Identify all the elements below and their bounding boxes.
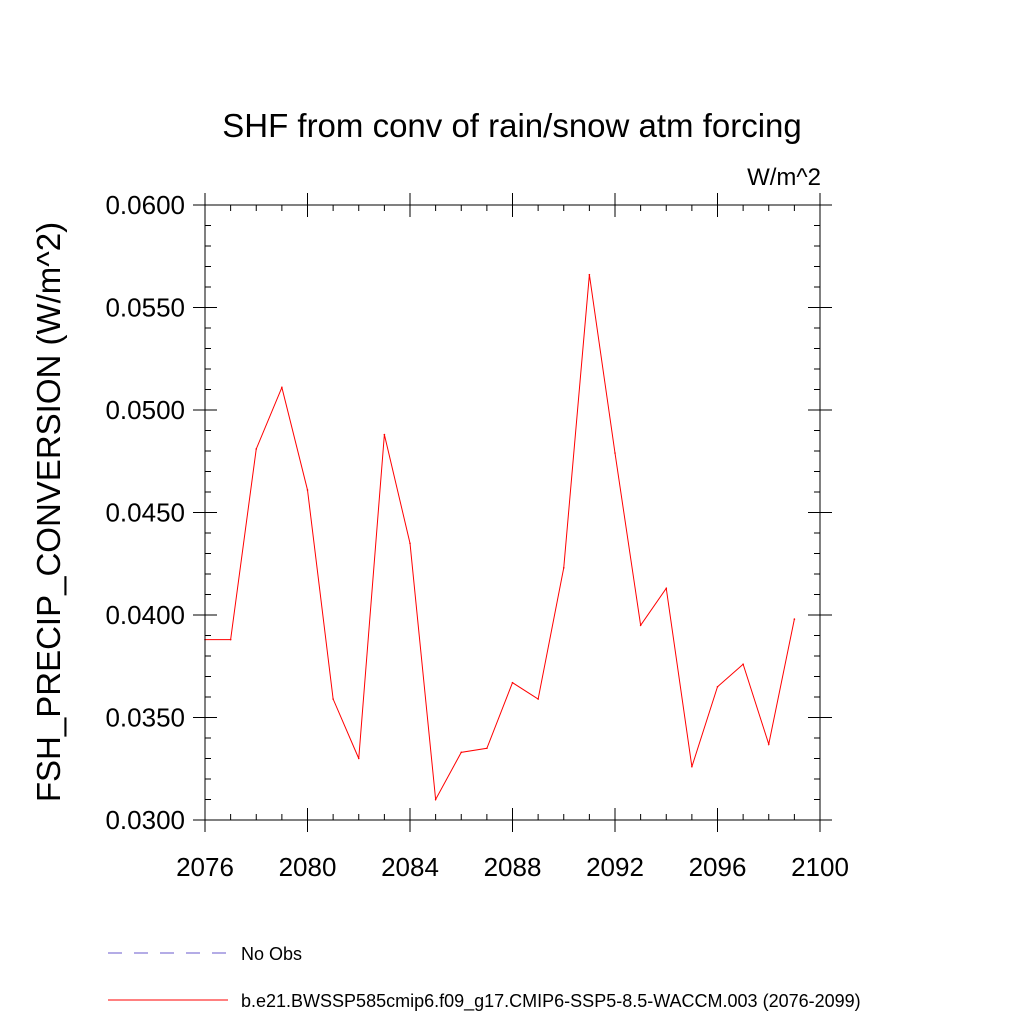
data-point bbox=[716, 685, 719, 688]
data-point bbox=[767, 743, 770, 745]
y-tick-label: 0.0300 bbox=[105, 805, 185, 835]
x-tick-label: 2092 bbox=[586, 852, 644, 882]
data-point bbox=[434, 798, 437, 801]
y-tick-label: 0.0450 bbox=[105, 498, 185, 528]
data-point bbox=[793, 618, 796, 620]
data-point bbox=[383, 433, 386, 436]
data-point bbox=[614, 452, 616, 454]
legend-label: No Obs bbox=[241, 944, 302, 964]
y-tick-label: 0.0500 bbox=[105, 395, 185, 425]
data-point bbox=[281, 386, 283, 389]
chart-title: SHF from conv of rain/snow atm forcing bbox=[222, 107, 802, 144]
data-point bbox=[255, 448, 258, 450]
legend-label: b.e21.BWSSP585cmip6.f09_g17.CMIP6-SSP5-8… bbox=[241, 991, 861, 1012]
x-tick-label: 2088 bbox=[484, 852, 542, 882]
series-layer bbox=[204, 273, 796, 802]
data-point bbox=[511, 681, 514, 684]
y-tick-label: 0.0600 bbox=[105, 190, 185, 220]
data-point bbox=[357, 757, 360, 760]
x-tick-label: 2084 bbox=[381, 852, 439, 882]
x-tick-label: 2096 bbox=[689, 852, 747, 882]
data-point bbox=[665, 587, 668, 590]
y-tick-label: 0.0350 bbox=[105, 703, 185, 733]
plot-frame bbox=[204, 204, 821, 821]
y-axis-label: FSH_PRECIP_CONVERSION (W/m^2) bbox=[30, 222, 67, 802]
data-point bbox=[332, 698, 334, 700]
x-tick-label: 2080 bbox=[279, 852, 337, 882]
y-tick-label: 0.0550 bbox=[105, 293, 185, 323]
x-tick-label: 2076 bbox=[176, 852, 234, 882]
data-point bbox=[742, 663, 744, 665]
data-point bbox=[639, 624, 642, 627]
minor-ticks bbox=[204, 204, 821, 821]
data-point bbox=[588, 273, 591, 276]
major-ticks bbox=[193, 193, 832, 832]
y-tick-labels: 0.0300 0.0350 0.0400 0.0450 0.0500 0.0550 0.06… bbox=[105, 190, 185, 835]
data-point bbox=[306, 489, 309, 491]
units-label: W/m^2 bbox=[747, 164, 821, 191]
data-point bbox=[691, 765, 693, 768]
data-point bbox=[537, 698, 539, 700]
data-point bbox=[486, 747, 488, 750]
x-tick-label: 2100 bbox=[791, 852, 849, 882]
y-tick-label: 0.0400 bbox=[105, 600, 185, 630]
series-line bbox=[205, 274, 795, 802]
x-tick-labels: 2076 2080 2084 2088 2092 2096 2100 bbox=[176, 852, 849, 882]
data-point bbox=[562, 567, 565, 569]
data-point bbox=[409, 542, 411, 545]
data-point bbox=[460, 751, 463, 754]
data-point bbox=[229, 638, 232, 641]
legend: No Obs b.e21.BWSSP585cmip6.f09_g17.CMIP6-… bbox=[108, 944, 861, 1012]
